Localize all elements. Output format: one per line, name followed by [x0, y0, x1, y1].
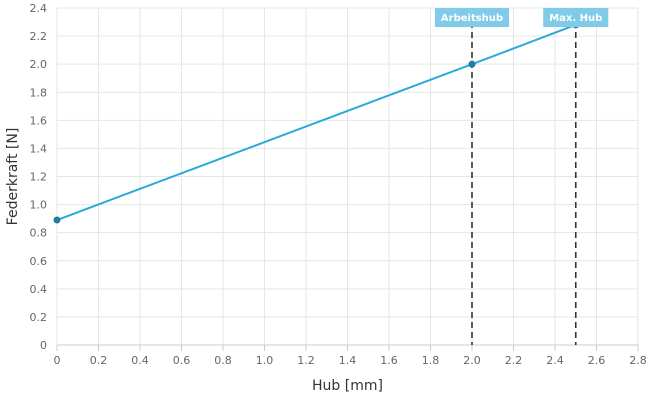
series-line [56, 23, 577, 221]
y-tick-label: 0.6 [30, 255, 48, 268]
annotation-label: Max. Hub [549, 13, 602, 24]
y-tick-label: 1.6 [30, 114, 48, 127]
x-axis-title: Hub [mm] [312, 378, 383, 394]
x-tick-label: 0 [54, 354, 61, 367]
annotation-box [543, 8, 609, 27]
x-tick-label: 0.2 [90, 354, 108, 367]
y-tick-label: 1.0 [30, 199, 48, 212]
y-tick-label: 2.4 [30, 2, 48, 15]
data-point [468, 60, 476, 68]
x-tick-label: 0.8 [214, 354, 232, 367]
y-axis-title: Federkraft [N] [5, 128, 21, 226]
y-tick-label: 1.2 [30, 171, 48, 184]
x-tick-label: 2.2 [505, 354, 523, 367]
x-tick-label: 1.2 [297, 354, 315, 367]
x-tick-label: 0.6 [173, 354, 191, 367]
x-tick-label: 1.4 [339, 354, 357, 367]
y-tick-label: 0 [40, 339, 47, 352]
y-tick-label: 2.2 [30, 30, 48, 43]
y-tick-label: 1.8 [30, 86, 48, 99]
x-tick-label: 2.4 [546, 354, 564, 367]
x-tick-label: 2.0 [463, 354, 481, 367]
y-tick-label: 0.2 [30, 311, 48, 324]
axes: 0 0.2 0.4 0.6 0.8 1.0 1.2 1.4 1.6 1.8 2.0 2.2 2.4 0 0.… [30, 2, 647, 367]
y-tick-label: 2.0 [30, 58, 48, 71]
grid [56, 7, 639, 346]
x-tick-label: 0.4 [131, 354, 149, 367]
y-tick-label: 0.4 [30, 283, 48, 296]
data-point [53, 216, 61, 224]
annotation-label: Arbeitshub [441, 13, 503, 24]
series [53, 21, 580, 224]
annotation-box [434, 8, 510, 27]
y-tick-label: 0.8 [30, 227, 48, 240]
reference-lines [471, 22, 577, 345]
y-tick-label: 1.4 [30, 142, 48, 155]
x-tick-label: 1.8 [422, 354, 440, 367]
annotations: Arbeitshub Max. Hub [434, 8, 609, 27]
x-tick-label: 2.8 [629, 354, 647, 367]
x-tick-label: 1.0 [256, 354, 274, 367]
x-tick-label: 2.6 [588, 354, 606, 367]
x-tick-label: 1.6 [380, 354, 398, 367]
